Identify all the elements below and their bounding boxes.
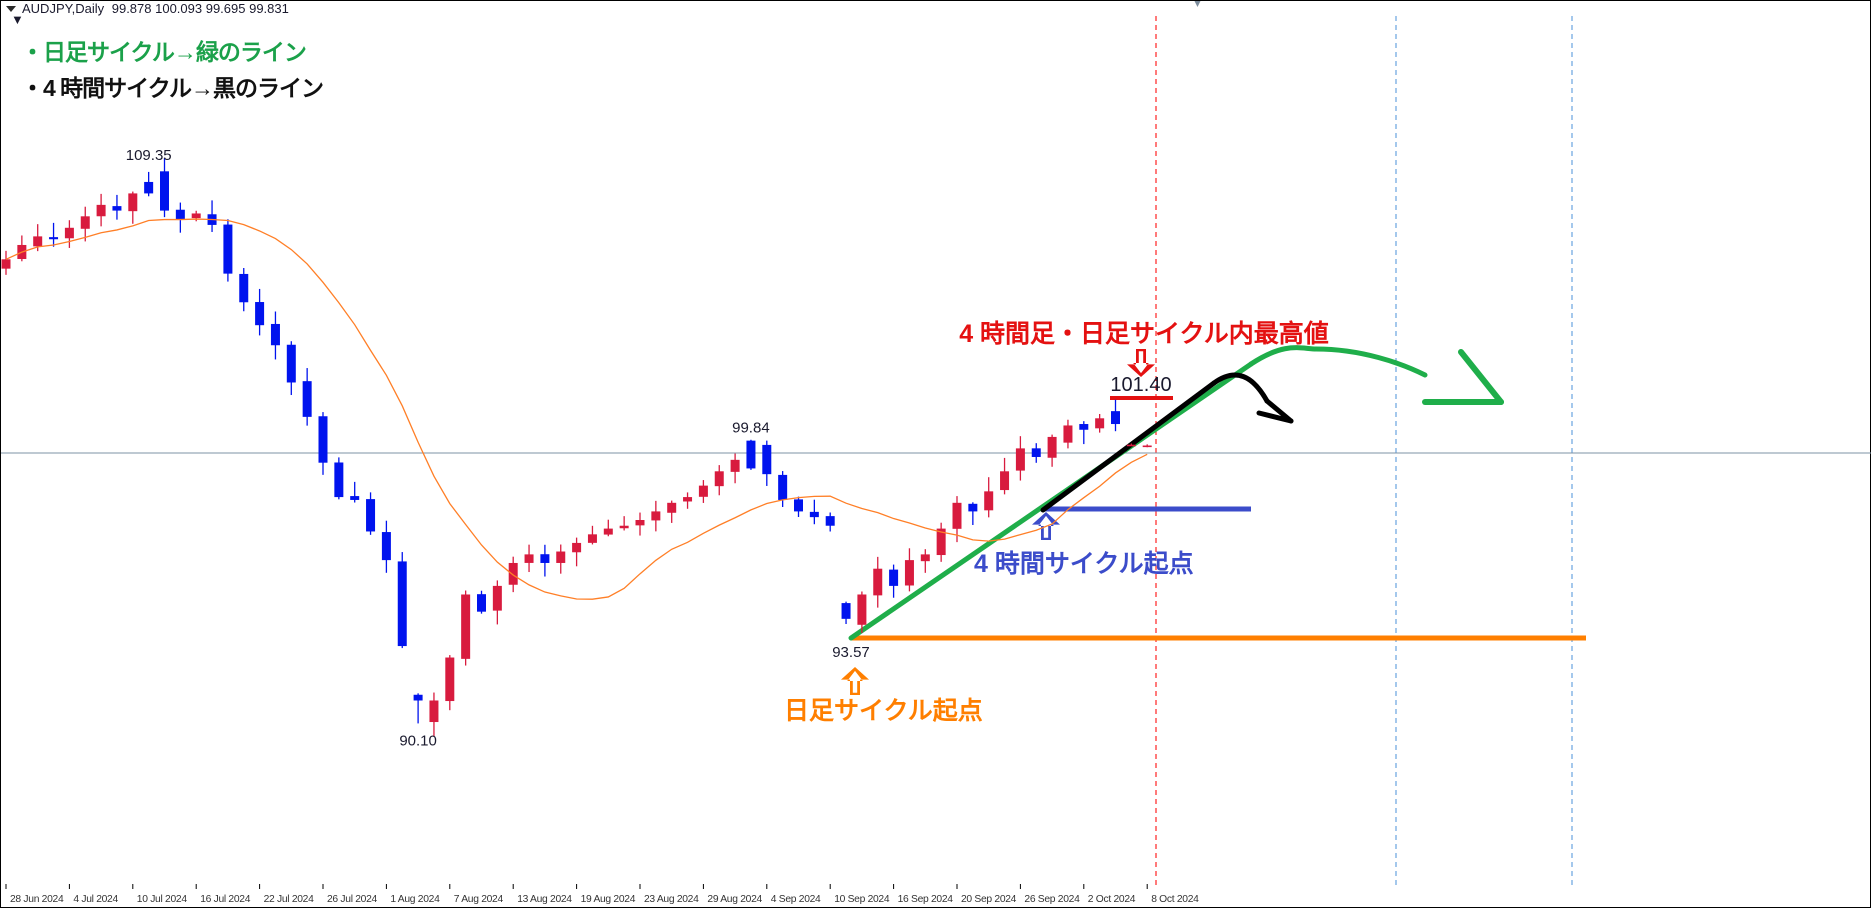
svg-text:4 時間サイクル起点: 4 時間サイクル起点 <box>974 549 1194 578</box>
svg-text:19 Aug 2024: 19 Aug 2024 <box>581 894 636 905</box>
svg-text:日足サイクル起点: 日足サイクル起点 <box>784 697 983 725</box>
svg-text:4 Jul 2024: 4 Jul 2024 <box>73 894 118 905</box>
svg-text:7 Aug 2024: 7 Aug 2024 <box>454 894 504 905</box>
svg-text:4 時間足・日足サイクル内最高値: 4 時間足・日足サイクル内最高値 <box>959 319 1329 348</box>
svg-text:4 Sep 2024: 4 Sep 2024 <box>771 894 821 905</box>
svg-text:101.40: 101.40 <box>1110 374 1171 396</box>
svg-text:109.35: 109.35 <box>126 147 172 164</box>
svg-text:28 Jun 2024: 28 Jun 2024 <box>10 894 64 905</box>
svg-text:13 Aug 2024: 13 Aug 2024 <box>517 894 572 905</box>
svg-text:20 Sep 2024: 20 Sep 2024 <box>961 894 1017 905</box>
svg-text:93.57: 93.57 <box>832 644 870 661</box>
svg-text:16 Sep 2024: 16 Sep 2024 <box>898 894 954 905</box>
svg-text:29 Aug 2024: 29 Aug 2024 <box>707 894 762 905</box>
svg-text:23 Aug 2024: 23 Aug 2024 <box>644 894 699 905</box>
svg-text:26 Jul 2024: 26 Jul 2024 <box>327 894 378 905</box>
svg-text:2 Oct 2024: 2 Oct 2024 <box>1088 894 1136 905</box>
svg-text:90.10: 90.10 <box>399 732 437 749</box>
svg-text:10 Sep 2024: 10 Sep 2024 <box>834 894 890 905</box>
svg-text:10 Jul 2024: 10 Jul 2024 <box>137 894 188 905</box>
svg-text:22 Jul 2024: 22 Jul 2024 <box>264 894 315 905</box>
svg-text:1 Aug 2024: 1 Aug 2024 <box>390 894 440 905</box>
svg-text:99.84: 99.84 <box>732 419 770 436</box>
svg-text:16 Jul 2024: 16 Jul 2024 <box>200 894 251 905</box>
svg-text:8 Oct 2024: 8 Oct 2024 <box>1151 894 1199 905</box>
svg-text:26 Sep 2024: 26 Sep 2024 <box>1024 894 1080 905</box>
